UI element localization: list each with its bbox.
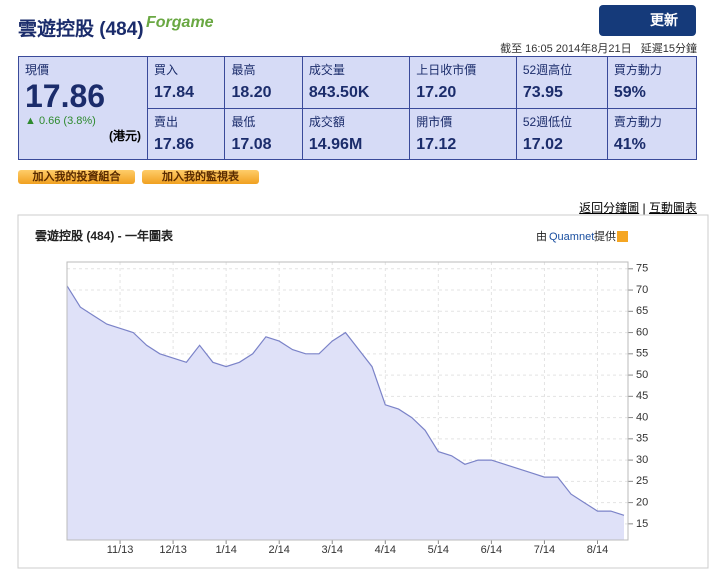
label: 最高 [231,63,256,77]
y-tick-label: 65 [636,305,648,317]
plot-border [66,261,629,541]
label: 成交額 [308,114,345,129]
x-tick-label: 4/14 [375,544,396,556]
x-tick-label: 12/13 [159,544,187,556]
value: 843.50K [308,84,370,101]
credit-source: Quamnet [549,231,594,243]
value: 17.84 [154,84,195,101]
currency: (港元) [109,129,141,143]
last-price-cell: 現價 17.86 ▲ 0.66 (3.8%) (港元) [18,56,148,160]
change: ▲ 0.66 (3.8%) [25,115,141,127]
add-watchlist-button[interactable]: 加入我的監視表 [142,170,259,184]
add-portfolio-button[interactable]: 加入我的投資組合 [18,170,135,184]
logo: Forgame [146,14,214,31]
quote-cell: 最低 17.08 [224,107,303,160]
quote-table: 現價 17.86 ▲ 0.66 (3.8%) (港元) 買入 17.84 最高 18.20 成交… [18,56,698,160]
y-tick-label: 50 [636,369,648,381]
y-tick-label: 70 [636,284,648,296]
line [66,285,625,516]
quote-cell: 買方動力 59% [606,56,698,109]
y-tick-label: 40 [636,411,648,423]
label: 52週低位 [522,114,573,129]
links: 返回分鐘圖 | 互動圖表 [579,201,697,215]
x-tick-label: 11/13 [107,544,134,556]
value: 59% [613,84,646,101]
label: 買方動力 [613,63,662,77]
quote-cell: 開市價 17.12 [409,107,517,160]
credit: 提供 [594,229,616,243]
chart-title: 雲遊控股 (484) - 一年圖表 [35,228,174,243]
label: 開市價 [416,114,453,129]
x-tick-label: 2/14 [268,544,289,556]
x-tick-label: 7/14 [534,544,555,556]
quote-row: 賣出 17.86 最低 17.08 成交額 14.96M 開市價 17.12 52週低位 17.0… [19,107,698,160]
x-tick-label: 6/14 [481,544,502,556]
value: 73.95 [522,84,563,101]
quote-cell: 52週低位 17.02 [515,107,608,160]
value: 14.96M [308,135,363,153]
credit-icon [617,231,628,242]
label: 52週高位 [522,63,573,77]
quote-cell: 買入 17.84 [146,56,226,109]
x-tick-label: 3/14 [322,544,343,556]
quote-cell: 上日收市價 17.20 [409,56,517,109]
value: 17.20 [416,84,457,101]
quote-cell: 賣方動力 41% [606,107,698,160]
stock-title: 雲遊控股 (484) [18,19,144,40]
credit: 由 [536,229,547,243]
link[interactable]: 返回分鐘圖 [579,201,640,215]
timestamp: 截至 16:05 2014年8月21日 延遲15分鐘 [500,43,697,55]
x-tick-label: 8/14 [587,544,608,556]
x-tick-label: 1/14 [215,544,236,556]
value: 17.02 [522,135,563,153]
value: 17.12 [416,135,457,153]
quote-cell: 成交額 14.96M [301,107,411,160]
y-tick-label: 30 [636,454,648,466]
value: 17.86 [154,135,195,153]
y-tick-label: 25 [636,475,648,487]
label: 買入 [154,63,179,77]
y-tick-label: 35 [636,433,648,445]
quote-cell: 成交量 843.50K [301,56,411,109]
label: 最低 [231,114,256,129]
label: 成交量 [308,63,345,77]
quote-cell: 52週高位 73.95 [515,56,608,109]
quote-row: 現價 17.86 ▲ 0.66 (3.8%) (港元) 買入 17.84 最高 18.20 成交… [18,56,698,160]
y-tick-label: 75 [636,263,648,275]
label: 現價 [25,63,50,77]
value: 17.08 [231,135,272,153]
label: 賣方動力 [613,114,662,129]
label: 上日收市價 [416,63,477,77]
value: 41% [613,135,646,153]
area [67,285,625,540]
up-icon: ▲ [25,115,39,127]
y-tick-label: 20 [636,496,648,508]
y-tick-label: 45 [636,390,648,402]
value: 18.20 [231,84,272,101]
y-tick-label: 55 [636,348,648,360]
label: 賣出 [154,114,179,129]
y-tick-label: 15 [636,518,648,530]
change-value: 0.66 (3.8%) [38,115,96,127]
x-tick-label: 5/14 [428,544,449,556]
last-price: 17.86 [25,78,106,114]
y-tick-label: 60 [636,326,648,338]
link[interactable]: 互動圖表 [648,201,697,215]
refresh-button[interactable]: 更新 [599,5,696,36]
